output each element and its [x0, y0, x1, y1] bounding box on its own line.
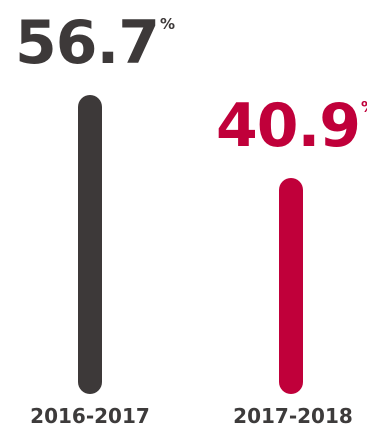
bar-value-label-2017-2018: 40.9%: [216, 96, 367, 156]
bar-2017-2018: [279, 178, 303, 394]
bar-column-2016-2017: 56.7%: [15, 0, 175, 433]
category-label-2017-2018: 2017-2018: [233, 404, 353, 428]
bar-value-label-2016-2017: 56.7%: [15, 13, 175, 73]
bar-value-unit: %: [361, 98, 367, 116]
bar-column-2017-2018: 40.9%: [216, 0, 367, 433]
bar-value-unit: %: [160, 15, 176, 33]
category-label-2016-2017: 2016-2017: [30, 404, 150, 428]
bar-2016-2017: [78, 95, 102, 394]
bar-value-number: 56.7: [15, 8, 160, 78]
bar-value-number: 40.9: [216, 91, 361, 161]
